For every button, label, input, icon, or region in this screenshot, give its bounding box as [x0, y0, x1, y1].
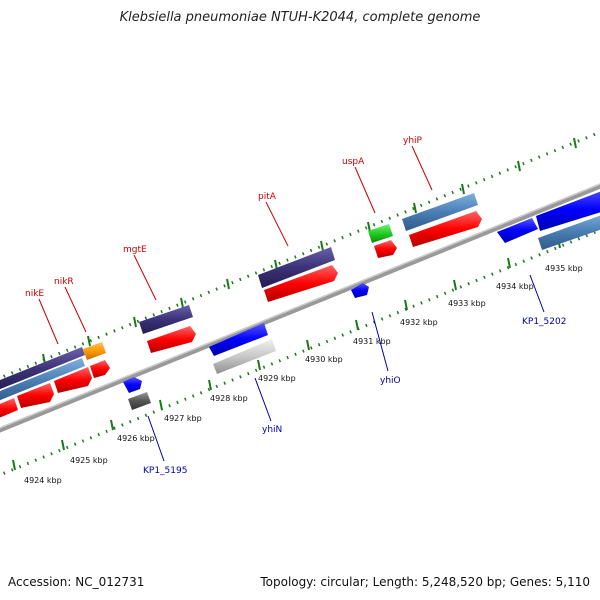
- bottom-gene-labels: KP1_5195 yhiN yhiO KP1_5202: [143, 317, 566, 476]
- gene-arrow-yhiO[interactable]: [351, 283, 369, 298]
- scale-label: 4935 kbp: [545, 264, 583, 273]
- reverse-genes: [123, 188, 600, 410]
- gene-label-pitA[interactable]: pitA: [258, 192, 277, 202]
- gene-arrow-nikE[interactable]: [0, 347, 85, 392]
- scale-label: 4930 kbp: [305, 355, 343, 364]
- gene-label-yhiO[interactable]: yhiO: [380, 376, 401, 386]
- gene-arrow[interactable]: [147, 326, 196, 353]
- gene-label-nikR[interactable]: nikR: [54, 277, 74, 287]
- gene-arrow[interactable]: [497, 218, 538, 243]
- gene-label-KP1_5195[interactable]: KP1_5195: [143, 466, 187, 476]
- scale-label: 4929 kbp: [258, 374, 296, 383]
- genome-backbone: [0, 183, 600, 433]
- bottom-label-leaders: [147, 274, 545, 462]
- gene-arrow[interactable]: [409, 211, 482, 247]
- gene-label-nikE[interactable]: nikE: [25, 289, 44, 299]
- gene-arrow[interactable]: [213, 339, 276, 374]
- gene-arrow-nikR[interactable]: [83, 342, 106, 360]
- gene-arrow-pitA[interactable]: [258, 247, 335, 288]
- scale-label: 4928 kbp: [210, 394, 248, 403]
- gene-arrow-KP1_5202[interactable]: [538, 212, 600, 250]
- lower-major-ticks: [12, 237, 561, 471]
- accession-text: Accession: NC_012731: [8, 575, 145, 589]
- gene-arrow[interactable]: [374, 240, 397, 258]
- scale-label: 4932 kbp: [400, 318, 438, 327]
- top-gene-labels: nikE nikR mgtE pitA uspA yhiP: [25, 136, 423, 299]
- gene-arrow-KP1_5195[interactable]: [128, 392, 151, 410]
- page-title: Klebsiella pneumoniae NTUH-K2044, comple…: [119, 10, 481, 25]
- gene-arrow-mgtE[interactable]: [139, 305, 193, 334]
- gene-arrow-yhiN[interactable]: [209, 323, 268, 356]
- gene-arrow-yhiP[interactable]: [402, 193, 478, 231]
- gene-arrow[interactable]: [264, 265, 338, 302]
- gene-arrow[interactable]: [90, 360, 110, 378]
- topology-text: Topology: circular; Length: 5,248,520 bp…: [260, 575, 590, 589]
- top-label-leaders: [38, 145, 433, 345]
- forward-genes-row-b: [0, 211, 482, 420]
- gene-label-yhiP[interactable]: yhiP: [403, 136, 423, 146]
- gene-arrow[interactable]: [123, 377, 142, 393]
- gene-arrow[interactable]: [17, 383, 54, 408]
- scale-label: 4931 kbp: [353, 337, 391, 346]
- scale-label: 4924 kbp: [24, 476, 62, 485]
- gene-label-yhiN[interactable]: yhiN: [262, 425, 282, 435]
- gene-arrow[interactable]: [0, 398, 18, 420]
- scale-label: 4926 kbp: [117, 434, 155, 443]
- scale-labels: 4924 kbp 4925 kbp 4926 kbp 4927 kbp 4928…: [24, 264, 583, 485]
- scale-label: 4933 kbp: [448, 299, 486, 308]
- gene-arrow[interactable]: [536, 188, 600, 231]
- gene-arrow[interactable]: [54, 367, 92, 393]
- scale-label: 4925 kbp: [70, 456, 108, 465]
- gene-label-uspA[interactable]: uspA: [342, 157, 365, 167]
- gene-arrow[interactable]: [0, 358, 85, 403]
- gene-arrow-uspA[interactable]: [368, 224, 393, 243]
- gene-label-mgtE[interactable]: mgtE: [123, 245, 147, 255]
- scale-label: 4934 kbp: [496, 282, 534, 291]
- scale-label: 4927 kbp: [164, 414, 202, 423]
- gene-label-KP1_5202[interactable]: KP1_5202: [522, 317, 566, 327]
- forward-genes-row-a: [0, 193, 478, 392]
- upper-major-ticks: [42, 137, 577, 365]
